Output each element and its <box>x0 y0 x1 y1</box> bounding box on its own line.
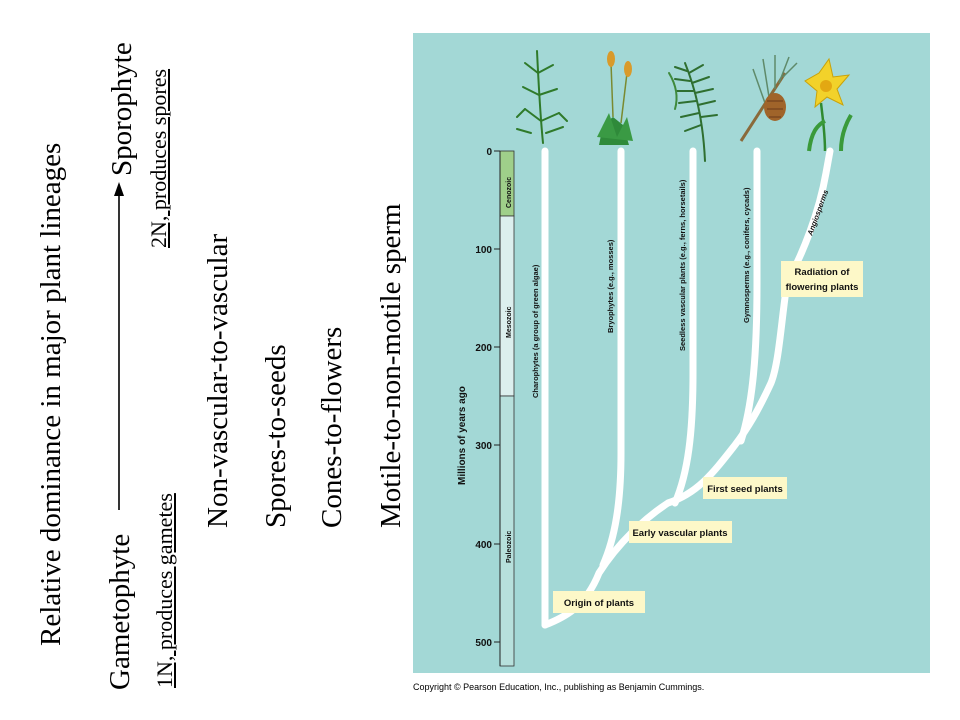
lineage-charophytes: Charophytes (a group of green algae) <box>531 264 540 398</box>
lineage-gymnosperms: Gymnosperms (e.g., conifers, cycads) <box>742 187 751 323</box>
tick-0: 0 <box>486 147 492 158</box>
sporophyte-note: 2N, produces spores <box>146 68 171 248</box>
event-origin-of-plants: Origin of plants <box>553 591 645 613</box>
event-radiation-of-flowering-plants: Radiation of flowering plants <box>781 261 863 297</box>
tick-500: 500 <box>475 638 492 649</box>
charophyte-illustration <box>516 50 568 144</box>
lineage-bryophytes: Bryophytes (e.g., mosses) <box>606 239 615 333</box>
svg-text:Origin of plants: Origin of plants <box>564 598 634 609</box>
transition-arrow <box>114 182 124 510</box>
gametophyte-note: 1N, produces gametes <box>152 493 177 688</box>
sporophyte-label: Sporophyte <box>106 42 138 176</box>
era-paleozoic: Paleozoic <box>506 531 513 563</box>
event-early-vascular-plants: Early vascular plants <box>629 521 732 543</box>
slide-title: Relative dominance in major plant lineag… <box>35 142 67 646</box>
trend-vascular: Non-vascular-to-vascular <box>202 233 234 528</box>
axis-label: Millions of years ago <box>457 386 468 485</box>
fern-illustration <box>668 62 718 162</box>
branch-seedless-vascular <box>671 147 697 507</box>
branch-backbone <box>541 279 791 629</box>
trend-sperm: Motile-to-non-motile sperm <box>375 203 407 528</box>
trend-flowers: Cones-to-flowers <box>316 326 348 528</box>
tick-100: 100 <box>475 245 492 256</box>
svg-text:flowering plants: flowering plants <box>786 282 859 293</box>
axis-ticks <box>494 150 500 643</box>
svg-text:First seed plants: First seed plants <box>707 484 783 495</box>
tick-400: 400 <box>475 540 492 551</box>
branch-gymnosperms <box>737 147 761 445</box>
era-cenozoic: Cenozoic <box>506 177 513 208</box>
phylogeny-branches <box>541 147 834 629</box>
lineage-seedless-vascular: Seedless vascular plants (e.g., ferns, h… <box>678 179 687 351</box>
era-mesozoic-band <box>499 215 515 397</box>
svg-text:Early vascular plants: Early vascular plants <box>632 528 727 539</box>
gametophyte-label: Gametophyte <box>104 533 136 690</box>
era-mesozoic: Mesozoic <box>506 306 513 338</box>
phylogeny-figure: Cenozoic Mesozoic Paleozoic 0 100 200 30… <box>413 33 930 673</box>
bryophyte-illustration <box>597 51 633 145</box>
branch-bryophytes <box>599 147 625 569</box>
event-first-seed-plants: First seed plants <box>703 477 787 499</box>
svg-text:Radiation of: Radiation of <box>795 267 851 278</box>
tick-200: 200 <box>475 343 492 354</box>
angiosperm-illustration <box>804 57 853 152</box>
copyright-notice: Copyright © Pearson Education, Inc., pub… <box>413 682 705 692</box>
gymnosperm-illustration <box>739 55 798 142</box>
tick-300: 300 <box>475 441 492 452</box>
trend-seeds: Spores-to-seeds <box>260 344 292 528</box>
